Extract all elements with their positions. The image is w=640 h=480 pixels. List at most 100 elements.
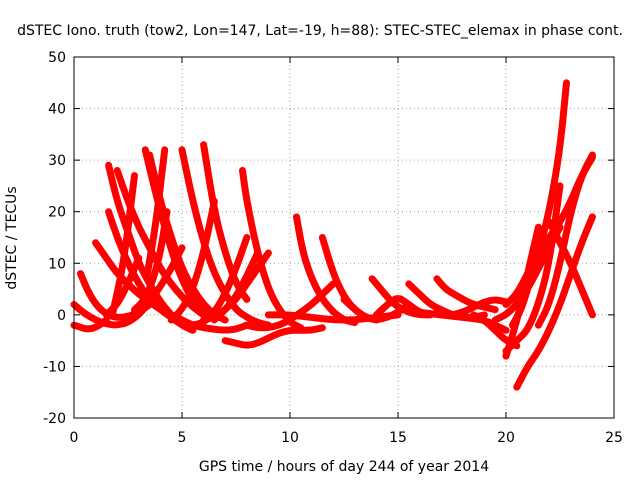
series-37-end-marker xyxy=(513,384,520,391)
series-41-end-marker xyxy=(589,311,596,318)
x-tick-label: 5 xyxy=(178,430,187,446)
series-28-end-marker xyxy=(369,275,376,282)
series-17-end-marker xyxy=(168,311,175,318)
series-18-track xyxy=(189,234,251,329)
series-32-end-marker xyxy=(416,309,423,316)
series-29-end-marker xyxy=(405,280,412,287)
series-37-track xyxy=(513,213,596,391)
series-9-end-marker xyxy=(109,309,116,316)
series-27-track xyxy=(340,295,413,323)
series-22-track xyxy=(210,249,262,324)
series-42-track xyxy=(491,223,564,324)
series-31-end-marker xyxy=(373,311,380,318)
series-30-end-marker xyxy=(492,306,499,313)
series-18-end-marker xyxy=(189,322,196,329)
x-axis-label: GPS time / hours of day 244 of year 2014 xyxy=(199,459,489,475)
series-13-end-marker xyxy=(163,208,170,215)
series-25-end-marker xyxy=(330,280,337,287)
series-3-end-marker xyxy=(77,270,84,277)
series-19-end-marker xyxy=(265,249,272,256)
y-tick-label: 50 xyxy=(48,50,66,66)
series-27-end-marker xyxy=(341,296,347,303)
series-15-end-marker xyxy=(179,146,185,153)
series-42-end-marker xyxy=(492,317,499,324)
series-41-track xyxy=(545,218,596,319)
series-24-end-marker xyxy=(319,234,326,241)
series-12-end-marker xyxy=(161,146,168,153)
series-20-track xyxy=(239,167,305,332)
series-15-track xyxy=(178,146,272,329)
series-34-track xyxy=(470,311,521,350)
series-26-end-marker xyxy=(265,311,272,318)
series-33-end-marker xyxy=(449,311,455,318)
x-tick-label: 10 xyxy=(281,430,299,446)
series-19-end-marker xyxy=(200,317,207,324)
series-39-end-marker xyxy=(535,322,542,329)
series-32-end-marker xyxy=(503,327,509,334)
y-tick-label: -20 xyxy=(43,411,66,427)
x-tick-label: 15 xyxy=(389,430,407,446)
series-41-end-marker xyxy=(546,219,553,226)
series-22-end-marker xyxy=(211,317,218,324)
axis-ticks: 0 5 10 15 20 25 -20 -10 0 10 20 30 40 50 xyxy=(43,50,623,446)
series-16-end-marker xyxy=(200,141,207,148)
y-axis-label: dSTEC / TECUs xyxy=(4,186,20,289)
series-38-track xyxy=(502,182,564,355)
series-36-track xyxy=(509,79,570,329)
series-6-end-marker xyxy=(105,162,112,169)
series-1-track xyxy=(70,244,186,329)
x-tick-label: 20 xyxy=(497,430,515,446)
series-35-end-marker xyxy=(535,224,542,231)
x-tick-label: 25 xyxy=(605,430,623,446)
series-30-end-marker xyxy=(433,275,440,282)
y-tick-label: 40 xyxy=(48,102,66,118)
series-42-end-marker xyxy=(557,224,563,231)
series-11-end-marker xyxy=(146,151,153,158)
series-40-end-marker xyxy=(503,301,509,308)
series-4-end-marker xyxy=(92,239,99,246)
series-21-end-marker xyxy=(222,337,229,344)
plot-frame xyxy=(73,56,615,419)
y-tick-label: 30 xyxy=(48,153,66,169)
series-23-track xyxy=(293,213,359,327)
y-tick-label: 0 xyxy=(57,308,66,324)
series-37-end-marker xyxy=(589,213,596,220)
y-tick-label: 10 xyxy=(48,256,66,272)
series-40-end-marker xyxy=(589,154,596,161)
y-tick-label: 20 xyxy=(48,205,66,221)
series-21-end-marker xyxy=(319,324,326,331)
series-11-end-marker xyxy=(222,317,229,324)
x-tick-label: 0 xyxy=(70,430,79,446)
series-25-end-marker xyxy=(243,322,250,329)
series-33-track xyxy=(448,296,510,319)
y-tick-label: -10 xyxy=(43,359,66,375)
series-40-track xyxy=(502,154,596,308)
series-8-end-marker xyxy=(135,255,142,262)
series-2-track xyxy=(70,316,110,333)
series-18-end-marker xyxy=(243,234,250,241)
series-9-end-marker xyxy=(131,172,138,179)
series-5-end-marker xyxy=(105,208,112,215)
series-17-track xyxy=(167,311,251,334)
series-9-track xyxy=(109,172,138,316)
series-23-end-marker xyxy=(293,213,300,220)
series-10-end-marker xyxy=(142,146,149,153)
series-1-end-marker xyxy=(179,244,185,251)
data-tracks xyxy=(70,79,596,391)
chart-title: dSTEC Iono. truth (tow2, Lon=147, Lat=-1… xyxy=(17,23,623,39)
series-16-end-marker xyxy=(243,296,250,303)
series-38-end-marker xyxy=(557,182,563,189)
series-11-track xyxy=(146,151,229,324)
series-21-track xyxy=(221,324,326,349)
series-7-end-marker xyxy=(114,167,121,174)
series-6-track xyxy=(105,161,175,319)
series-36-end-marker xyxy=(563,79,570,86)
series-20-end-marker xyxy=(239,167,246,174)
series-13-track xyxy=(131,208,171,314)
series-13-end-marker xyxy=(131,306,138,313)
series-12-end-marker xyxy=(144,270,151,277)
series-22-end-marker xyxy=(254,249,261,256)
series-25-track xyxy=(243,280,337,332)
series-34-end-marker xyxy=(470,311,477,318)
